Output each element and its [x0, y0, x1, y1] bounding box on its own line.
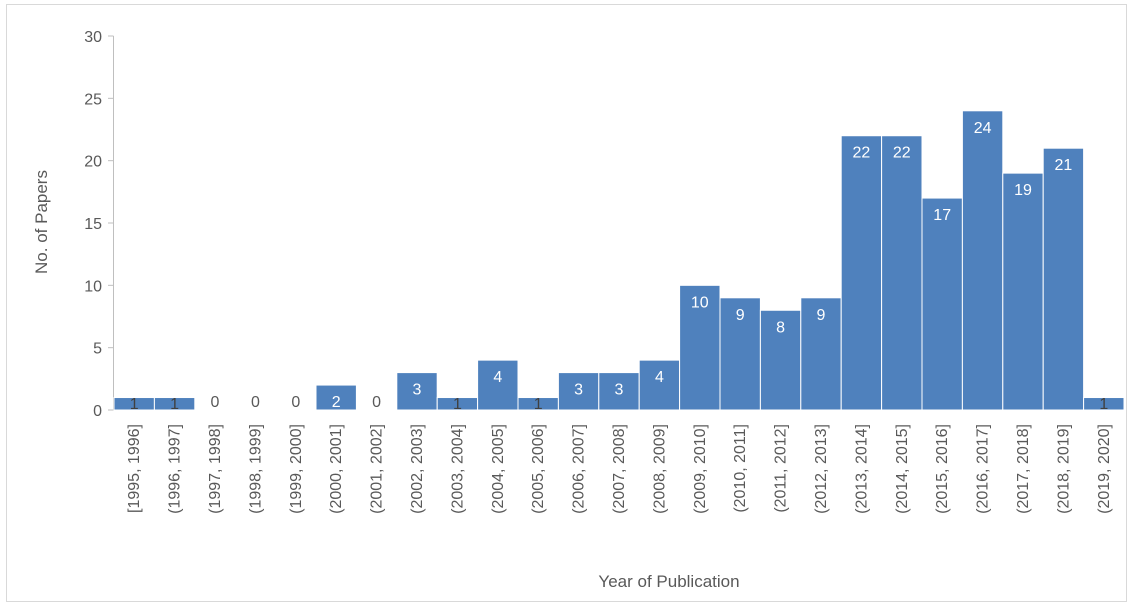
- x-axis: [1995, 1996] (1996, 1997] (1997, 1998] (199…: [126, 424, 1113, 514]
- bar: [881, 135, 923, 411]
- y-tick-label: 20: [84, 154, 102, 171]
- bar: [315, 384, 357, 411]
- x-tick-label: (2002, 2003]: [409, 424, 426, 514]
- x-tick-label: (1996, 1997]: [167, 424, 184, 514]
- x-tick-label: (2017, 2018]: [1015, 424, 1032, 514]
- x-tick-label: (2008, 2009]: [651, 424, 668, 514]
- x-tick-label: (2004, 2005]: [490, 424, 507, 514]
- bar-data-label: 9: [736, 307, 745, 324]
- bar-data-label: 10: [691, 294, 709, 311]
- bar-data-label: 0: [211, 394, 220, 411]
- y-tick-label: 15: [84, 216, 102, 233]
- bar: [800, 297, 842, 411]
- bar-data-label: 2: [332, 394, 341, 411]
- y-tick-label: 25: [84, 91, 102, 108]
- bar-data-label: 1: [1099, 396, 1108, 413]
- y-axis-title: No. of Papers: [32, 170, 51, 274]
- x-tick-label: (2000, 2001]: [328, 424, 345, 514]
- x-tick-label: (2001, 2002]: [369, 424, 386, 514]
- y-tick-label: 30: [84, 29, 102, 46]
- bar: [477, 359, 519, 411]
- x-tick-label: [1995, 1996]: [126, 424, 143, 513]
- bar: [759, 309, 802, 411]
- bar-data-label: 3: [615, 382, 624, 399]
- bar: [1042, 147, 1085, 411]
- x-tick-label: (2007, 2008]: [611, 424, 628, 514]
- bar-data-label: 21: [1055, 157, 1073, 174]
- bar-data-label: 4: [655, 369, 664, 386]
- y-axis: 0 5 10 15 20 25 30: [84, 29, 114, 420]
- x-tick-label: (2006, 2007]: [571, 424, 588, 514]
- bar-data-label: 19: [1014, 182, 1032, 199]
- bar-data-label: 0: [251, 394, 260, 411]
- x-axis-title: Year of Publication: [598, 572, 739, 591]
- x-tick-label: (2009, 2010]: [692, 424, 709, 514]
- x-tick-label: (2015, 2016]: [934, 424, 951, 514]
- bar-data-label: 0: [291, 394, 300, 411]
- bar: [1083, 397, 1125, 411]
- x-tick-label: (1997, 1998]: [207, 424, 224, 514]
- bar: [638, 359, 681, 411]
- bar: [396, 372, 438, 411]
- bar: [1002, 172, 1044, 411]
- x-tick-label: (2003, 2004]: [449, 424, 466, 514]
- x-tick-label: (2014, 2015]: [894, 424, 911, 514]
- x-tick-label: (2018, 2019]: [1055, 424, 1072, 514]
- bar-data-label: 3: [413, 382, 422, 399]
- bar-data-label: 1: [453, 396, 462, 413]
- bar-data-label: 4: [493, 369, 502, 386]
- x-tick-label: (2013, 2014]: [853, 424, 870, 514]
- x-tick-label: (2005, 2006]: [530, 424, 547, 514]
- x-tick-label: (1999, 2000]: [288, 424, 305, 514]
- bar-data-label: 1: [534, 396, 543, 413]
- bar-data-label: 3: [574, 382, 583, 399]
- bar-data-label: 9: [817, 307, 826, 324]
- bar-data-label: 17: [933, 207, 951, 224]
- bar: [921, 197, 963, 411]
- x-tick-label: (2012, 2013]: [813, 424, 830, 514]
- y-tick-label: 10: [84, 278, 102, 295]
- bar-data-label: 24: [974, 120, 992, 137]
- bar: [961, 110, 1004, 411]
- bar-data-label: 8: [776, 319, 785, 336]
- x-tick-label: (2010, 2011]: [732, 424, 749, 513]
- bar-data-label: 22: [893, 145, 911, 162]
- bar: [153, 397, 196, 411]
- bar-data-label: 0: [372, 394, 381, 411]
- x-tick-label: (1998, 1999]: [247, 424, 264, 514]
- bar-data-label: 22: [853, 145, 871, 162]
- y-tick-label: 5: [93, 341, 102, 358]
- bar: [840, 135, 883, 411]
- x-tick-label: (2019, 2020]: [1096, 424, 1113, 514]
- bar: [719, 297, 761, 411]
- y-tick-label: 0: [93, 403, 102, 420]
- bar-data-label: 1: [170, 396, 179, 413]
- x-tick-label: (2011, 2012]: [773, 424, 790, 513]
- chart-frame: 0 5 10 15 20 25 30 1 1 0 0 0 2 0 3 1 4 1 3 3 4 10 9 8 9 22 22 17 24…: [6, 4, 1127, 602]
- bar-data-label: 1: [130, 396, 139, 413]
- x-tick-label: (2016, 2017]: [975, 424, 992, 514]
